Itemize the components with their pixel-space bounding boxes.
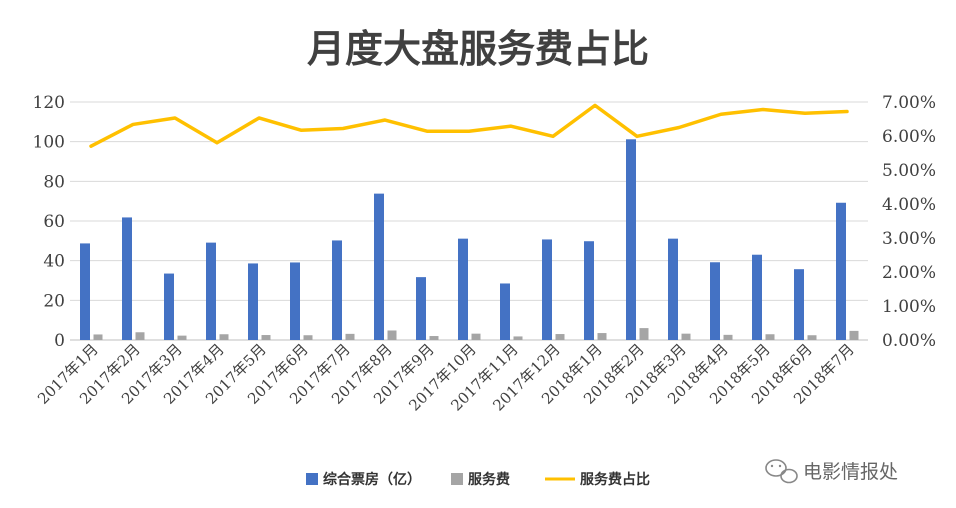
left-axis: 0 20 40 60 80 100 120 — [33, 93, 65, 351]
left-tick-label: 0 — [54, 331, 65, 351]
left-tick-label: 100 — [33, 133, 65, 153]
bar-service-fee — [93, 334, 103, 340]
right-tick-label: 3.00% — [882, 229, 936, 249]
bar-box-office — [836, 202, 846, 340]
right-tick-label: 5.00% — [882, 161, 936, 181]
watermark: 电影情报处 — [765, 459, 898, 484]
bar-box-office — [752, 254, 762, 340]
bar-service-fee — [177, 335, 187, 340]
bar-service-fee — [471, 333, 481, 340]
bar-box-office — [416, 277, 426, 340]
bar-box-office — [164, 273, 174, 340]
bar-box-office — [374, 193, 384, 340]
left-tick-label: 40 — [43, 252, 65, 272]
watermark-text: 电影情报处 — [803, 461, 898, 483]
bar-box-office — [248, 263, 258, 340]
bars — [80, 139, 859, 340]
bar-service-fee — [555, 334, 565, 340]
bar-box-office — [206, 242, 216, 340]
bar-box-office — [542, 239, 552, 340]
ratio-line — [89, 103, 849, 148]
bar-service-fee — [387, 330, 397, 340]
bar-service-fee — [681, 333, 691, 340]
legend-label-ratio: 服务费占比 — [580, 471, 650, 488]
right-tick-label: 2.00% — [882, 263, 936, 283]
chart-title: 月度大盘服务费占比 — [307, 26, 649, 71]
right-tick-label: 4.00% — [882, 195, 936, 215]
x-axis: 2017年1月2017年2月2017年3月2017年4月2017年5月2017年… — [34, 340, 858, 414]
bar-service-fee — [135, 332, 145, 340]
bar-box-office — [500, 283, 510, 340]
bar-service-fee — [597, 333, 607, 340]
legend: 综合票房（亿） 服务费 服务费占比 — [306, 471, 650, 488]
bar-service-fee — [429, 336, 439, 340]
legend-swatch-service-fee — [451, 473, 463, 485]
right-axis: 0.00% 1.00% 2.00% 3.00% 4.00% 5.00% 6.00% 7.00% — [882, 93, 936, 351]
bar-service-fee — [303, 335, 313, 340]
legend-swatch-box-office — [306, 473, 318, 485]
bar-box-office — [458, 238, 468, 340]
line-service-fee-ratio — [89, 103, 849, 148]
bar-box-office — [626, 139, 636, 340]
wechat-icon — [765, 459, 798, 484]
right-tick-label: 0.00% — [882, 331, 936, 351]
bar-service-fee — [513, 336, 523, 340]
bar-service-fee — [261, 335, 271, 340]
bar-service-fee — [219, 334, 229, 340]
right-tick-label: 6.00% — [882, 127, 936, 147]
bar-service-fee — [345, 333, 355, 340]
bar-box-office — [794, 269, 804, 340]
bar-service-fee — [639, 328, 649, 340]
bar-box-office — [584, 241, 594, 340]
bar-box-office — [668, 238, 678, 340]
bar-service-fee — [849, 330, 859, 340]
bar-box-office — [290, 262, 300, 340]
left-tick-label: 80 — [43, 172, 65, 192]
left-tick-label: 20 — [43, 291, 65, 311]
bar-service-fee — [807, 335, 817, 340]
right-tick-label: 1.00% — [882, 297, 936, 317]
bar-service-fee — [765, 334, 775, 340]
bar-box-office — [80, 243, 90, 340]
legend-label-service-fee: 服务费 — [468, 471, 510, 488]
legend-label-box-office: 综合票房（亿） — [323, 471, 421, 488]
left-tick-label: 60 — [43, 212, 65, 232]
bar-box-office — [122, 217, 132, 340]
left-tick-label: 120 — [33, 93, 65, 113]
right-tick-label: 7.00% — [882, 93, 936, 113]
gridlines — [70, 101, 868, 341]
bar-box-office — [710, 262, 720, 340]
bar-box-office — [332, 240, 342, 340]
bar-service-fee — [723, 334, 733, 340]
